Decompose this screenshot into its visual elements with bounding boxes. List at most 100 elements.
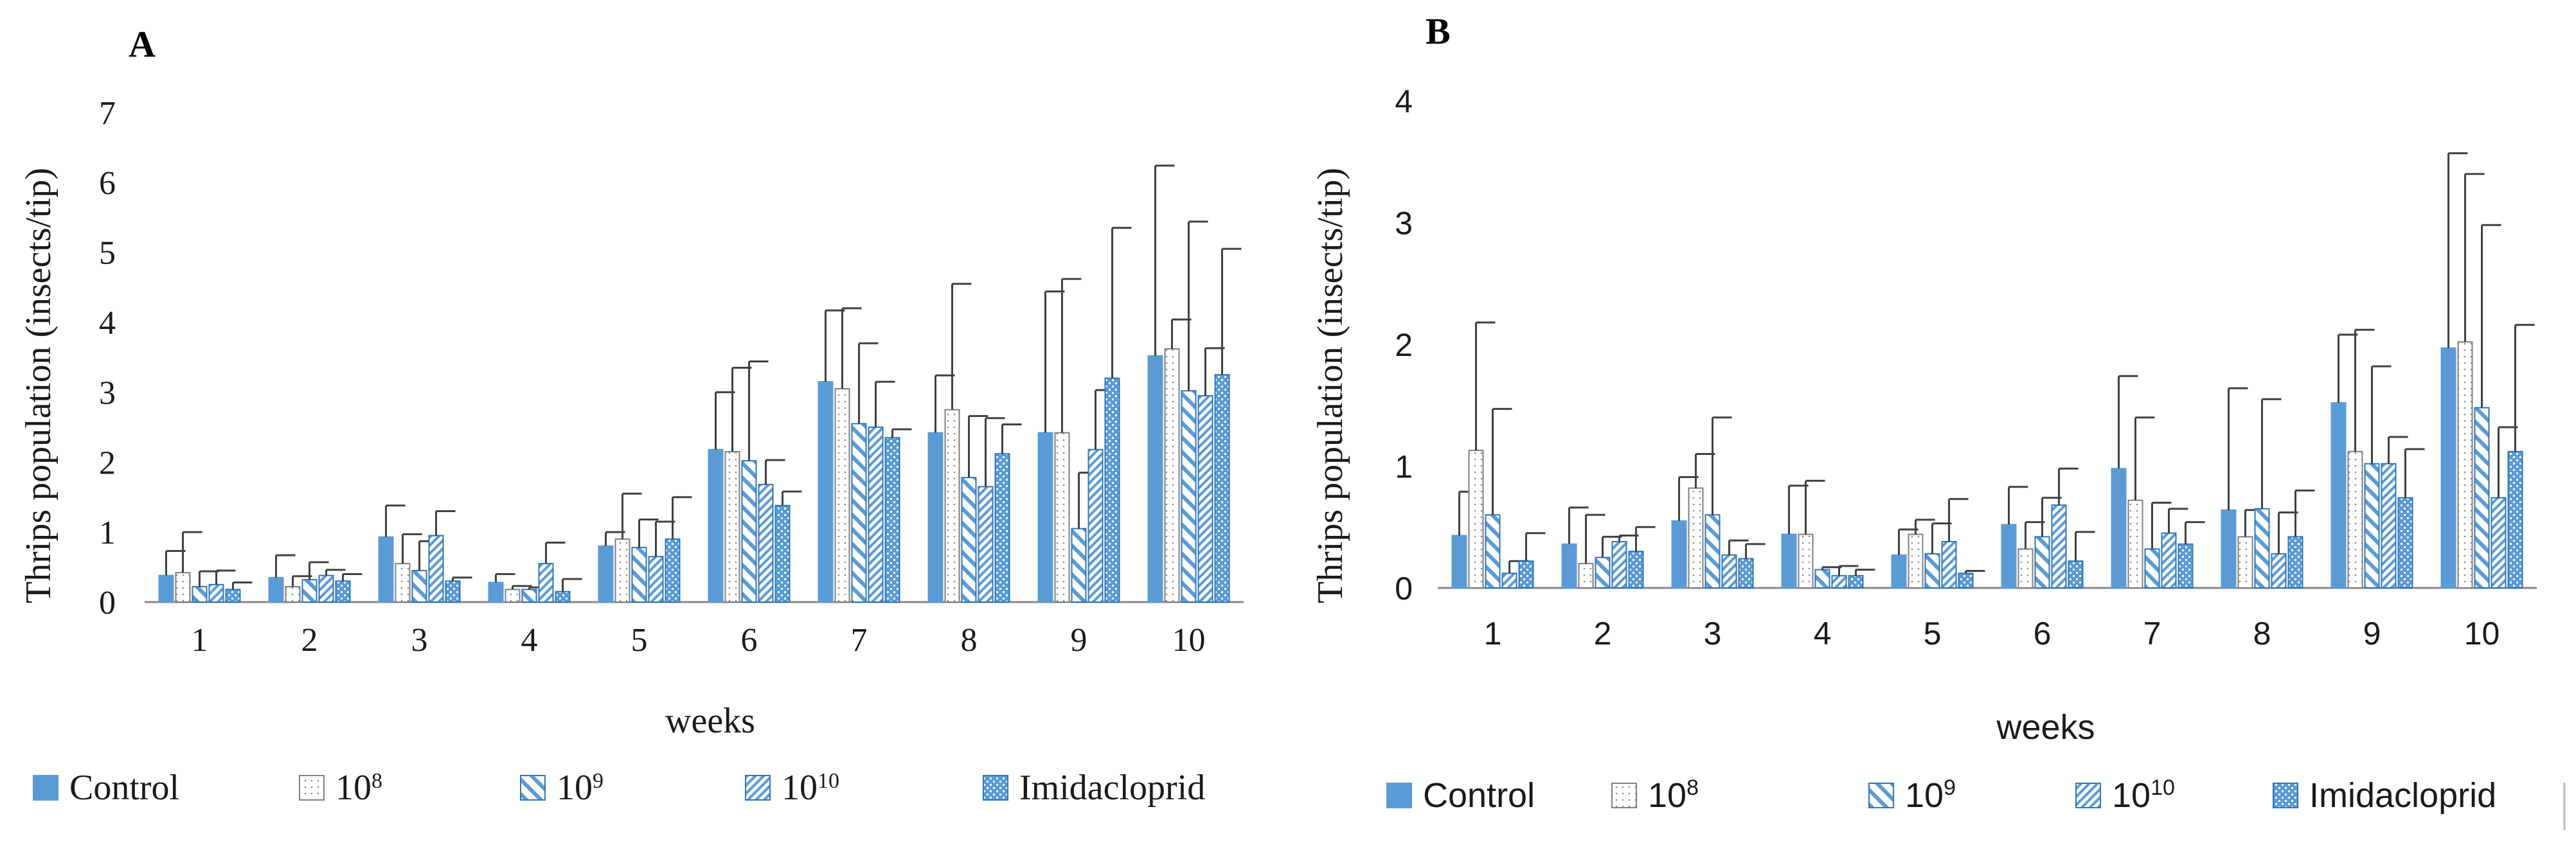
panel-b-bar xyxy=(1451,535,1467,589)
panel-a-bar xyxy=(1087,448,1104,603)
panel-b-bar xyxy=(1814,569,1830,589)
panel-a-bar xyxy=(758,484,774,603)
panel-b-legend: Control 108 109 1010 Imidacloprid xyxy=(1386,776,2496,815)
panel-a-bar xyxy=(175,572,191,603)
panel-a-bar xyxy=(445,580,461,603)
panel-b-x-tick-label: 1 xyxy=(1484,616,1502,652)
panel-a-bar xyxy=(927,432,944,603)
panel-b-bar xyxy=(2440,347,2456,589)
panel-a-legend-label: Control xyxy=(69,768,179,808)
panel-b-bar xyxy=(2127,499,2143,589)
panel-a-y-tick-label: 0 xyxy=(99,585,116,621)
panel-a-bar xyxy=(268,576,284,603)
panel-a-x-tick-label: 10 xyxy=(1172,622,1206,659)
panel-a-bar xyxy=(1054,432,1070,603)
panel-b-bar xyxy=(2347,450,2363,589)
panel-b-x-tick-label: 2 xyxy=(1594,616,1612,652)
panel-a-bar xyxy=(428,535,444,603)
panel-b-bar xyxy=(2237,536,2253,589)
panel-a-bar xyxy=(225,589,241,603)
panel-b-legend-label: 109 xyxy=(1905,776,1956,815)
panel-a-legend-label: 109 xyxy=(557,768,604,808)
panel-b-bar xyxy=(1501,573,1517,589)
panel-b-legend-swatch xyxy=(2273,783,2298,808)
panel-a-bar xyxy=(521,589,537,603)
panel-b-bar xyxy=(2254,508,2270,589)
panel-a-bar xyxy=(665,538,681,603)
panel-a: A Thrips population (insects/tip) weeks … xyxy=(19,23,1244,741)
panel-b-bar xyxy=(2001,524,2017,589)
panel-b-bar xyxy=(2221,509,2237,589)
panel-b-legend-swatch xyxy=(1868,783,1894,808)
panel-b-bar xyxy=(1468,449,1484,589)
panel-b-y-tick-label: 0 xyxy=(1395,571,1413,607)
panel-b-y-tick-label: 2 xyxy=(1395,327,1413,363)
panel-a-x-tick-label: 3 xyxy=(411,622,428,659)
panel-b-legend-label: Imidacloprid xyxy=(2309,776,2496,815)
panel-a-bar xyxy=(994,453,1010,603)
panel-b-bar xyxy=(1704,514,1721,589)
panel-a-legend-swatch xyxy=(983,775,1008,801)
panel-b-bar xyxy=(2364,463,2380,589)
panel-b-bar xyxy=(2144,548,2160,589)
panel-a-bar xyxy=(1164,348,1180,603)
panel-a-legend-swatch xyxy=(745,775,771,801)
panel-b-legend-label: 108 xyxy=(1648,776,1699,815)
panel-b-y-tick-label: 3 xyxy=(1395,206,1413,242)
panel-a-bar xyxy=(555,590,571,603)
panel-b-letter: B xyxy=(1426,10,1451,52)
panel-a-bar xyxy=(834,387,850,603)
panel-a-bar xyxy=(708,448,724,603)
panel-b-x-tick-label: 7 xyxy=(2143,616,2161,652)
panel-a-bar xyxy=(192,586,208,603)
panel-a-legend-swatch xyxy=(520,775,546,801)
panel-a-legend-label: 108 xyxy=(335,768,382,808)
panel-b-bar xyxy=(2287,536,2303,589)
panel-b-bar xyxy=(1578,563,1594,589)
panel-b-bar xyxy=(2507,450,2523,589)
panel-a-legend-swatch xyxy=(299,775,325,801)
panel-a-x-tick-label: 2 xyxy=(301,622,318,659)
panel-a-bar xyxy=(505,589,521,603)
panel-b-bar xyxy=(2178,543,2194,589)
panel-a-bar xyxy=(944,409,960,603)
panel-b-x-tick-label: 10 xyxy=(2464,616,2500,652)
panel-a-bar xyxy=(378,536,394,603)
panel-a-y-tick-label: 3 xyxy=(99,375,116,411)
panel-a-bar xyxy=(1071,528,1087,603)
panel-a-bar xyxy=(724,450,740,603)
panel-a-bar xyxy=(598,545,614,603)
panel-b-bar xyxy=(2068,560,2084,589)
panel-a-bar xyxy=(1147,355,1163,603)
panel-b-y-tick-label: 4 xyxy=(1395,84,1413,120)
panel-a-bar xyxy=(1037,432,1053,603)
panel-a-bar xyxy=(335,580,351,603)
panel-b-bar xyxy=(2491,497,2507,589)
panel-a-bar xyxy=(411,570,427,603)
panel-a-x-tick-label: 9 xyxy=(1071,622,1087,659)
panel-a-legend-swatch xyxy=(33,775,58,801)
panel-b-bar xyxy=(2397,497,2413,589)
panel-b-legend-swatch xyxy=(1386,783,1412,808)
panel-a-legend-label: 1010 xyxy=(782,768,839,808)
panel-a-letter: A xyxy=(129,23,156,65)
panel-a-bar xyxy=(488,581,504,603)
panel-b-bar xyxy=(2051,504,2067,589)
panel-b-bar xyxy=(1738,558,1754,589)
panel-a-bar xyxy=(1104,377,1120,603)
panel-b-legend-swatch xyxy=(1611,783,1637,808)
panel-a-y-tick-label: 1 xyxy=(99,515,116,551)
panel-b-bar xyxy=(1798,533,1814,589)
panel-b-bar xyxy=(1688,487,1704,589)
panel-a-x-tick-label: 7 xyxy=(851,622,868,659)
panel-a-x-tick-label: 8 xyxy=(961,622,978,659)
panel-b-bar xyxy=(2330,402,2347,589)
panel-b-bar xyxy=(1831,575,1847,589)
panel-a-y-tick-label: 7 xyxy=(99,95,116,132)
panel-a-y-tick-label: 6 xyxy=(99,165,116,202)
panel-a-bar xyxy=(1214,374,1230,603)
panel-b-bar xyxy=(2111,468,2127,589)
panel-b-x-axis-label: weeks xyxy=(1996,708,2095,747)
panel-b-bar xyxy=(1611,540,1627,589)
panel-b-y-axis-label: Thrips population (insects/tip) xyxy=(1310,168,1350,603)
